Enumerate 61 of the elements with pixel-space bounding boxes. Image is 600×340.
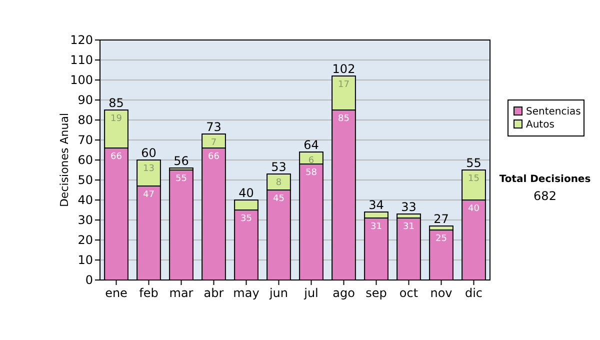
legend-label: Sentencias [526, 106, 581, 118]
y-axis-title: Decisiones Anual [58, 112, 71, 208]
total-label: 56 [174, 154, 189, 168]
total-label: 27 [434, 212, 449, 226]
total-label: 64 [304, 138, 319, 152]
data-label: 19 [110, 114, 122, 124]
total-label: 102 [332, 62, 356, 76]
data-label: 8 [276, 178, 282, 188]
total-label: 73 [206, 120, 222, 134]
y-tick-label: 60 [78, 153, 93, 168]
y-tick-label: 50 [78, 173, 93, 188]
y-tick-label: 120 [70, 33, 93, 48]
x-tick-label: ene [105, 286, 128, 300]
x-tick-label: jun [268, 286, 288, 300]
data-label: 58 [306, 168, 318, 178]
y-tick-label: 0 [85, 273, 93, 288]
data-label: 6 [308, 156, 314, 166]
total-label: 53 [271, 160, 286, 174]
y-tick-label: 110 [70, 53, 93, 68]
data-label: 45 [273, 194, 284, 204]
data-label: 40 [468, 204, 480, 214]
data-label: 35 [240, 214, 252, 224]
data-label: 85 [338, 114, 350, 124]
x-tick-label: sep [366, 286, 387, 300]
y-tick-label: 80 [78, 113, 93, 128]
y-tick-label: 20 [78, 233, 93, 248]
x-tick-label: oct [399, 286, 418, 300]
x-tick-label: may [233, 286, 260, 300]
data-label: 25 [436, 234, 447, 244]
total-label: 55 [466, 156, 482, 170]
y-tick-label: 40 [78, 193, 93, 208]
y-tick-label: 90 [78, 93, 93, 108]
legend-label: Autos [526, 120, 554, 130]
total-label: 60 [141, 146, 156, 160]
data-label: 31 [370, 222, 382, 232]
data-label: 66 [110, 152, 122, 162]
y-tick-label: 10 [78, 253, 93, 268]
y-tick-label: 70 [78, 133, 93, 148]
x-tick-label: dic [464, 286, 483, 300]
x-tick-label: nov [430, 286, 452, 300]
x-tick-label: feb [139, 286, 158, 300]
x-tick-label: jul [303, 286, 318, 300]
y-tick-label: 100 [70, 73, 93, 88]
data-label: 17 [338, 80, 350, 90]
data-label: 55 [176, 174, 187, 184]
data-label: 47 [143, 190, 154, 200]
text: 682 [534, 189, 556, 203]
text: Total Decisiones [499, 174, 591, 185]
total-label: 85 [108, 96, 124, 110]
data-label: 31 [403, 222, 414, 232]
data-label: 7 [210, 138, 217, 148]
data-label: 13 [143, 164, 154, 174]
total-label: 33 [401, 200, 416, 214]
x-tick-label: ago [332, 286, 355, 300]
y-tick-label: 30 [78, 213, 93, 228]
data-label: 66 [208, 152, 220, 162]
total-label: 40 [238, 186, 254, 200]
x-tick-label: abr [204, 286, 224, 300]
data-label: 15 [468, 174, 480, 184]
x-tick-label: mar [169, 286, 194, 300]
total-label: 34 [368, 198, 384, 212]
